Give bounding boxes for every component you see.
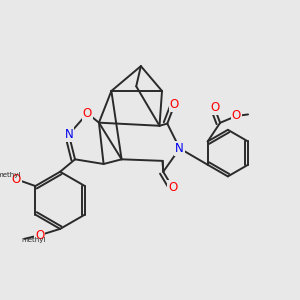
Text: O: O [83,107,92,120]
Text: O: O [232,110,241,122]
Text: methyl: methyl [0,172,21,178]
Text: O: O [35,229,44,242]
Text: O: O [168,182,178,194]
Text: N: N [64,128,73,141]
Text: O: O [210,101,219,114]
Text: methyl: methyl [21,237,46,243]
Text: O: O [170,98,179,112]
Text: N: N [175,142,184,155]
Text: O: O [11,173,21,186]
